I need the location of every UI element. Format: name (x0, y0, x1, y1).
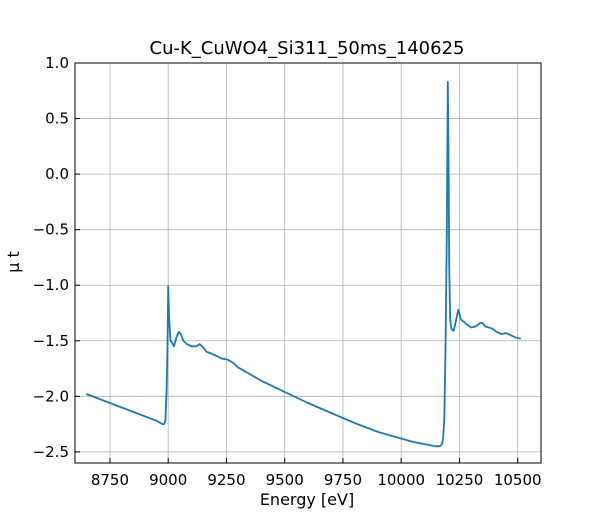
plot-frame (74, 62, 542, 464)
x-axis-label: Energy [eV] (260, 490, 354, 509)
y-tick-label: 0.5 (45, 110, 69, 128)
y-tick-label: 0.0 (45, 165, 69, 183)
y-tick-label: −1.0 (33, 276, 69, 294)
y-tick-label: −1.5 (33, 332, 69, 350)
ticks: 8750 9000 9250 9500 9750 10000 10250 10500 1.0 0.… (33, 54, 542, 489)
y-tick-label: −2.0 (33, 387, 69, 405)
x-tick-label: 10500 (494, 471, 542, 489)
y-tick-label: −0.5 (33, 221, 69, 239)
x-tick-label: 9000 (149, 471, 187, 489)
series-line-0 (85, 80, 521, 448)
x-tick-label: 9250 (207, 471, 245, 489)
x-tick-label: 10250 (436, 471, 484, 489)
series-layer (85, 80, 521, 448)
chart-title: Cu-K_CuWO4_Si311_50ms_140625 (150, 38, 465, 59)
x-tick-label: 8750 (91, 471, 129, 489)
x-tick-label: 9500 (266, 471, 304, 489)
grid (75, 62, 541, 463)
x-tick-label: 10000 (377, 471, 425, 489)
y-tick-label: 1.0 (45, 54, 69, 72)
y-tick-label: −2.5 (33, 443, 69, 461)
x-tick-label: 9750 (324, 471, 362, 489)
y-axis-label: μ t (4, 251, 23, 273)
